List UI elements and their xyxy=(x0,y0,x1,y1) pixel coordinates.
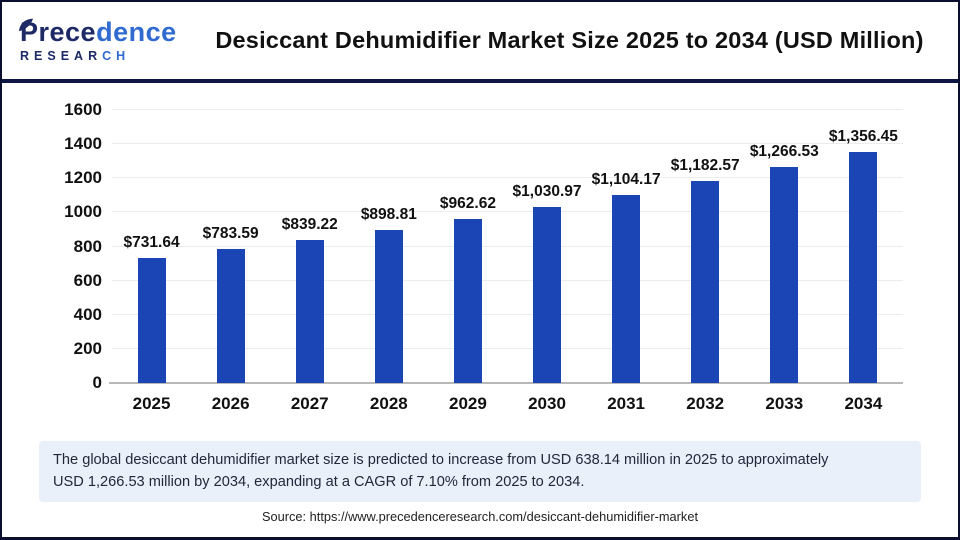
bar-value-label-2025: $731.64 xyxy=(123,234,180,252)
bar-2029 xyxy=(453,218,482,383)
x-tick-2031: 2031 xyxy=(607,394,646,413)
bar-2031 xyxy=(612,194,641,383)
x-tick-2034: 2034 xyxy=(844,394,883,413)
bar-value-label-2026: $783.59 xyxy=(202,225,259,243)
gridline-600 xyxy=(112,279,903,281)
gridline-1400 xyxy=(112,143,903,145)
gridline-200 xyxy=(112,347,903,349)
bar-2034 xyxy=(849,151,878,383)
y-tick-1600: 1600 xyxy=(64,100,102,119)
y-tick-0: 0 xyxy=(92,373,102,392)
summary-box: The global desiccant dehumidifier market… xyxy=(39,441,921,503)
bar-value-label-2028: $898.81 xyxy=(360,205,417,223)
y-tick-200: 200 xyxy=(73,338,102,358)
gridline-400 xyxy=(112,313,903,315)
bar-2030 xyxy=(533,207,562,383)
chart-section: 0 200 400 600 800 1000 1200 1400 1600 $731.64 $78… xyxy=(2,83,958,524)
bar-2027 xyxy=(295,239,324,383)
summary-line-1: The global desiccant dehumidifier market… xyxy=(53,452,829,468)
x-tick-2028: 2028 xyxy=(369,394,408,413)
bar-slot-2030: $1,030.97 xyxy=(507,110,586,383)
precedence-research-logo: Precedence RESEARCH xyxy=(19,16,195,63)
logo-sub-light: CH xyxy=(102,48,131,63)
x-tick-2032: 2032 xyxy=(686,394,725,413)
x-tick-2026: 2026 xyxy=(211,394,250,413)
x-axis-line xyxy=(109,382,903,384)
y-tick-1400: 1400 xyxy=(64,134,102,154)
bar-slot-2032: $1,182.57 xyxy=(666,110,745,383)
bar-value-label-2031: $1,104.17 xyxy=(591,170,661,188)
chart-title: Desiccant Dehumidifier Market Size 2025 … xyxy=(215,27,924,53)
bar-slot-2026: $783.59 xyxy=(191,110,270,383)
bar-2032 xyxy=(691,181,720,383)
gridline-1200 xyxy=(112,177,903,179)
x-tick-2033: 2033 xyxy=(765,394,804,413)
x-axis-labels: 2025 2026 2027 2028 2029 2030 2031 2032 2033 2034 xyxy=(112,394,903,414)
y-tick-1000: 1000 xyxy=(64,202,102,222)
gridline-1600 xyxy=(112,109,903,110)
y-tick-800: 800 xyxy=(73,236,102,256)
bar-slot-2028: $898.81 xyxy=(349,110,428,383)
bar-value-label-2032: $1,182.57 xyxy=(670,157,740,175)
bar-slot-2027: $839.22 xyxy=(270,110,349,383)
bar-chart: 0 200 400 600 800 1000 1200 1400 1600 $731.64 $78… xyxy=(2,83,958,435)
header: Precedence RESEARCH Desiccant Dehumidifi… xyxy=(2,2,958,83)
y-tick-400: 400 xyxy=(73,304,102,324)
bar-value-label-2033: $1,266.53 xyxy=(749,142,819,160)
x-tick-2027: 2027 xyxy=(290,394,329,413)
logo-wordmark: Precedence xyxy=(19,16,195,47)
bars: $731.64 $783.59 $839.22 $898.81 $962.62 $1,03… xyxy=(112,110,903,383)
y-tick-600: 600 xyxy=(73,270,102,290)
bar-value-label-2030: $1,030.97 xyxy=(512,183,582,201)
bar-2028 xyxy=(374,229,403,383)
bar-value-label-2029: $962.62 xyxy=(439,194,496,212)
summary-line-2: USD 1,266.53 million by 2034, expanding … xyxy=(53,473,585,490)
x-tick-2030: 2030 xyxy=(528,394,566,413)
gridline-800 xyxy=(112,245,903,247)
x-tick-2029: 2029 xyxy=(449,394,487,413)
logo-text-light: dence xyxy=(96,16,177,47)
bar-value-label-2027: $839.22 xyxy=(281,215,338,233)
leaf-icon xyxy=(18,10,34,37)
bar-slot-2031: $1,104.17 xyxy=(587,110,666,383)
plot-area: $731.64 $783.59 $839.22 $898.81 $962.62 $1,03… xyxy=(109,109,903,384)
bar-slot-2029: $962.62 xyxy=(428,110,507,383)
bar-2025 xyxy=(137,258,166,383)
bar-2033 xyxy=(770,166,799,383)
gridline-1000 xyxy=(112,211,903,213)
y-tick-1200: 1200 xyxy=(64,168,102,188)
source-text: Source: https://www.precedenceresearch.c… xyxy=(262,509,698,525)
bar-value-label-2034: $1,356.45 xyxy=(828,127,898,145)
logo-text-dark: Prece xyxy=(20,16,97,47)
logo-sub-dark: RESEAR xyxy=(20,48,103,63)
bar-slot-2025: $731.64 xyxy=(112,110,191,383)
bar-2026 xyxy=(216,249,245,383)
bar-slot-2033: $1,266.53 xyxy=(745,110,824,383)
x-tick-2025: 2025 xyxy=(132,394,171,413)
logo-subtitle: RESEARCH xyxy=(20,50,195,63)
bar-slot-2034: $1,356.45 xyxy=(824,110,903,383)
